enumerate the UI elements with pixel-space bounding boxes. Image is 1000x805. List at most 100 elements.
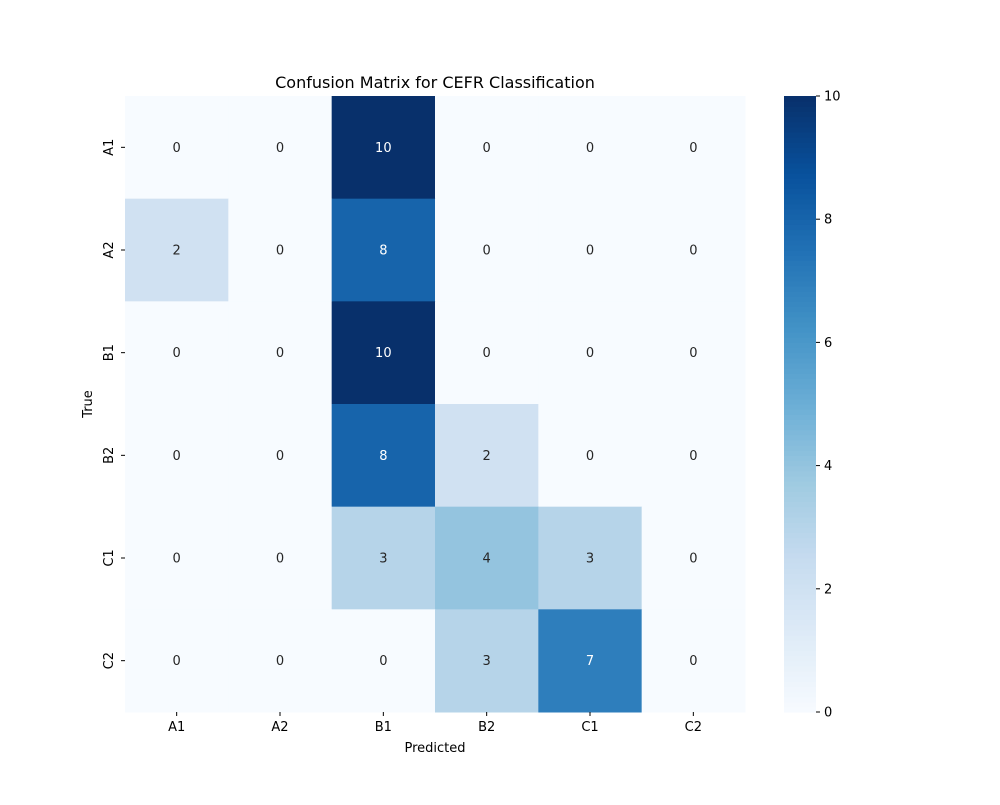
colorbar-segment	[784, 342, 816, 349]
colorbar-segment	[784, 362, 816, 369]
heatmap-cell	[641, 96, 746, 200]
colorbar-segment	[784, 455, 816, 462]
heatmap-cell	[228, 301, 333, 405]
colorbar-tick-label: 0	[824, 706, 832, 721]
colorbar-segment	[784, 537, 816, 544]
colorbar-segment	[784, 496, 816, 503]
heatmap-cell	[641, 506, 746, 610]
colorbar-segment	[784, 516, 816, 523]
colorbar-segment	[784, 116, 816, 123]
colorbar-segment	[784, 214, 816, 220]
cell-value-label: 0	[276, 449, 284, 464]
cell-value-label: 0	[379, 654, 387, 669]
colorbar-segment	[784, 270, 816, 277]
colorbar-segment	[784, 393, 816, 400]
heatmap-cell	[228, 198, 333, 302]
heatmap-cell	[228, 609, 333, 713]
colorbar-segment	[784, 501, 816, 508]
y-tick-label: B1	[102, 344, 117, 361]
colorbar-segment	[784, 563, 816, 569]
colorbar-segment	[784, 229, 816, 236]
cell-value-label: 2	[483, 449, 491, 464]
chart-title: Confusion Matrix for CEFR Classification	[275, 73, 595, 92]
cell-value-label: 0	[173, 141, 181, 156]
cell-value-label: 0	[689, 141, 697, 156]
colorbar-segment	[784, 527, 816, 533]
colorbar-segment	[784, 157, 816, 164]
cell-value-label: 4	[483, 552, 491, 567]
x-tick-label: C1	[581, 720, 598, 735]
colorbar-segment	[784, 552, 816, 559]
heatmap-cell	[435, 198, 539, 302]
colorbar-segment	[784, 614, 816, 621]
colorbar-segment	[784, 275, 816, 282]
colorbar-segment	[784, 619, 816, 626]
heatmap-cell	[538, 404, 643, 508]
colorbar-segment	[784, 239, 816, 246]
colorbar-segment	[784, 137, 816, 143]
colorbar-segment	[784, 650, 816, 657]
colorbar-segment	[784, 686, 816, 693]
colorbar-segment	[784, 445, 816, 451]
heatmap-cell	[125, 301, 229, 405]
cell-value-label: 7	[586, 654, 594, 669]
heatmap-cell	[228, 96, 333, 200]
cell-value-label: 0	[586, 346, 594, 361]
colorbar-segment	[784, 121, 816, 128]
colorbar-segment	[784, 332, 816, 338]
colorbar-segment	[784, 465, 816, 472]
colorbar-segment	[784, 629, 816, 636]
cell-value-label: 0	[586, 449, 594, 464]
colorbar-segment	[784, 198, 816, 205]
heatmap-cell	[125, 96, 229, 200]
colorbar-segment	[784, 670, 816, 677]
x-tick-label: A2	[271, 720, 288, 735]
colorbar-segment	[784, 96, 816, 102]
colorbar-segment	[784, 321, 816, 328]
cell-value-label: 0	[276, 244, 284, 259]
cell-value-label: 0	[586, 244, 594, 259]
cell-value-label: 0	[586, 141, 594, 156]
colorbar-segment	[784, 691, 816, 698]
heatmap-cell	[331, 301, 436, 405]
colorbar-segment	[784, 439, 816, 446]
colorbar-segment	[784, 106, 816, 112]
colorbar-segment	[784, 645, 816, 651]
colorbar-segment	[784, 491, 816, 497]
colorbar-segment	[784, 404, 816, 410]
heatmap-cell	[331, 96, 436, 200]
colorbar-segment	[784, 424, 816, 431]
cell-value-label: 8	[379, 449, 387, 464]
colorbar-segment	[784, 352, 816, 359]
colorbar-segment	[784, 373, 816, 379]
colorbar-segment	[784, 522, 816, 528]
colorbar-segment	[784, 250, 816, 256]
colorbar-segment	[784, 558, 816, 564]
colorbar-segment	[784, 316, 816, 323]
heatmap-cell	[125, 609, 229, 713]
colorbar-segment	[784, 285, 816, 292]
colorbar-segment	[784, 547, 816, 554]
cell-value-label: 0	[483, 244, 491, 259]
colorbar-segment	[784, 568, 816, 574]
colorbar-tick-label: 6	[824, 336, 832, 351]
colorbar-segment	[784, 378, 816, 385]
cell-value-label: 0	[276, 141, 284, 156]
cell-value-label: 3	[379, 552, 387, 567]
heatmap-cell	[331, 404, 436, 508]
colorbar-segment	[784, 383, 816, 390]
colorbar-segment	[784, 640, 816, 646]
colorbar-segment	[784, 301, 816, 308]
heatmap-cell	[435, 96, 539, 200]
colorbar-tick-label: 4	[824, 459, 832, 474]
colorbar-segment	[784, 368, 816, 374]
y-tick-label: A2	[102, 241, 117, 258]
colorbar-segment	[784, 244, 816, 251]
y-tick-label: C1	[102, 549, 117, 566]
colorbar-segment	[784, 419, 816, 426]
colorbar-segment	[784, 126, 816, 133]
colorbar-segment	[784, 162, 816, 169]
heatmap-cell	[641, 198, 746, 302]
colorbar-segment	[784, 193, 816, 200]
